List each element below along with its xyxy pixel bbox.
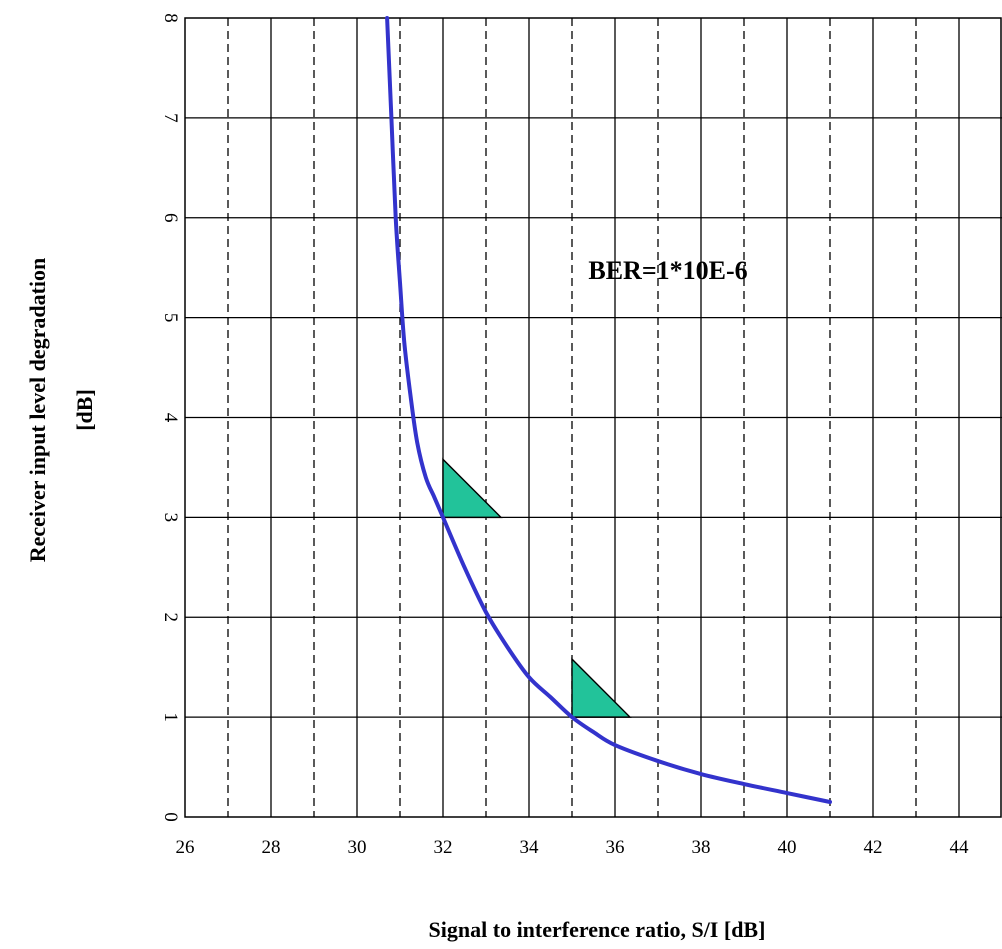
y-tick-label: 2 (160, 613, 181, 623)
x-tick-label: 44 (950, 837, 970, 858)
y-axis-unit: [dB] (72, 389, 97, 431)
x-tick-label: 30 (348, 837, 367, 858)
y-tick-label: 8 (160, 13, 181, 23)
markers (442, 457, 632, 718)
y-tick-label: 7 (160, 113, 181, 123)
x-tick-label: 36 (606, 837, 625, 858)
y-tick-label: 6 (160, 213, 181, 223)
y-tick-label: 0 (160, 812, 181, 822)
x-tick-label: 28 (262, 837, 281, 858)
y-tick-label: 3 (160, 513, 181, 523)
x-axis-title: Signal to interference ratio, S/I [dB] (429, 917, 766, 942)
series (385, 16, 832, 805)
grid (185, 18, 1002, 817)
y-tick-label: 5 (160, 313, 181, 323)
triangle-marker (571, 657, 632, 718)
x-tick-label: 26 (176, 837, 195, 858)
triangle-marker (442, 457, 503, 519)
y-tick-label: 1 (160, 712, 181, 722)
ber-annotation: BER=1*10E-6 (588, 256, 747, 285)
y-tick-label: 4 (160, 413, 181, 423)
plot-border (184, 17, 1002, 818)
x-tick-label: 42 (864, 837, 883, 858)
x-tick-label: 40 (778, 837, 797, 858)
x-tick-label: 32 (434, 837, 453, 858)
plot-frame (184, 17, 1002, 818)
x-tick-label: 34 (520, 837, 540, 858)
x-tick-label: 38 (692, 837, 711, 858)
ber-curve (385, 16, 832, 805)
y-axis-title: Receiver input level degradation (25, 258, 50, 563)
